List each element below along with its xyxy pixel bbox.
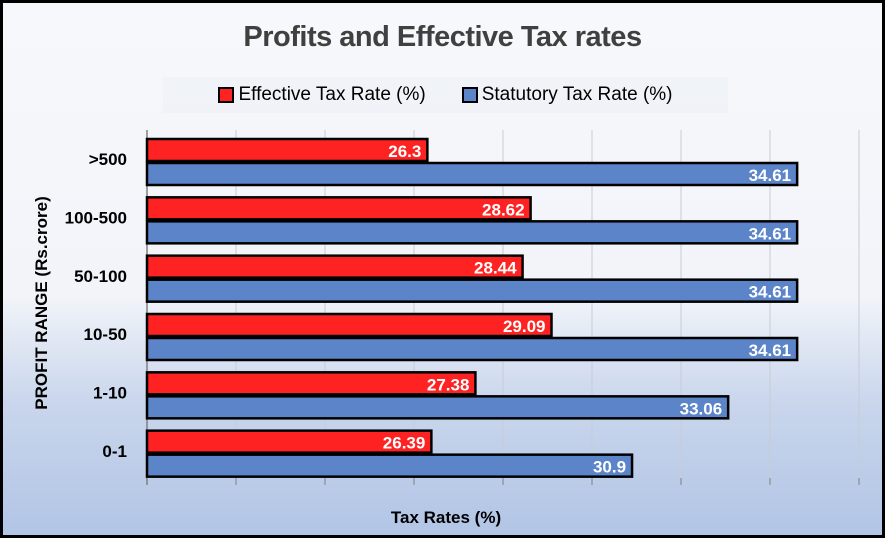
bar-effective xyxy=(145,196,532,221)
data-label: 33.06 xyxy=(680,399,723,418)
legend-swatch-statutory xyxy=(461,87,478,103)
bar-statutory xyxy=(145,395,730,420)
bar-statutory xyxy=(145,161,799,187)
data-label: 27.38 xyxy=(427,375,470,394)
bar-statutory xyxy=(145,453,634,478)
data-label: 34.61 xyxy=(749,283,792,302)
category-label: 50-100 xyxy=(74,267,127,286)
legend-swatch-effective xyxy=(218,87,235,103)
data-label: 29.09 xyxy=(503,317,546,336)
legend-item-effective: Effective Tax Rate (%) xyxy=(218,84,426,106)
bar-effective xyxy=(145,312,553,338)
data-label: 30.9 xyxy=(593,458,626,477)
data-label: 26.39 xyxy=(383,434,426,453)
chart-title: Profits and Effective Tax rates xyxy=(243,21,642,53)
bar-effective xyxy=(145,254,524,279)
data-label: 34.61 xyxy=(749,166,792,185)
legend-item-statutory: Statutory Tax Rate (%) xyxy=(461,84,673,106)
data-label: 34.61 xyxy=(749,224,792,243)
bar-statutory xyxy=(145,220,799,245)
legend-label-effective: Effective Tax Rate (%) xyxy=(238,84,426,105)
data-label: 26.3 xyxy=(388,142,421,161)
bar-effective xyxy=(145,371,477,396)
legend-label-statutory: Statutory Tax Rate (%) xyxy=(481,84,673,105)
data-label: 28.44 xyxy=(474,259,517,278)
bar-effective xyxy=(145,429,433,454)
legend: Effective Tax Rate (%) Statutory Tax Rat… xyxy=(163,77,728,113)
bar-effective xyxy=(145,137,429,163)
data-label: 34.61 xyxy=(749,341,792,360)
data-label: 28.62 xyxy=(482,200,525,219)
category-label: >500 xyxy=(89,150,127,169)
x-axis-label: Tax Rates (%) xyxy=(390,508,502,527)
bar-statutory xyxy=(145,278,799,303)
bar-statutory xyxy=(145,336,799,362)
category-label: 10-50 xyxy=(84,325,127,344)
category-label: 100-500 xyxy=(65,209,127,228)
category-label: 1-10 xyxy=(93,384,127,403)
category-label: 0-1 xyxy=(102,442,127,461)
